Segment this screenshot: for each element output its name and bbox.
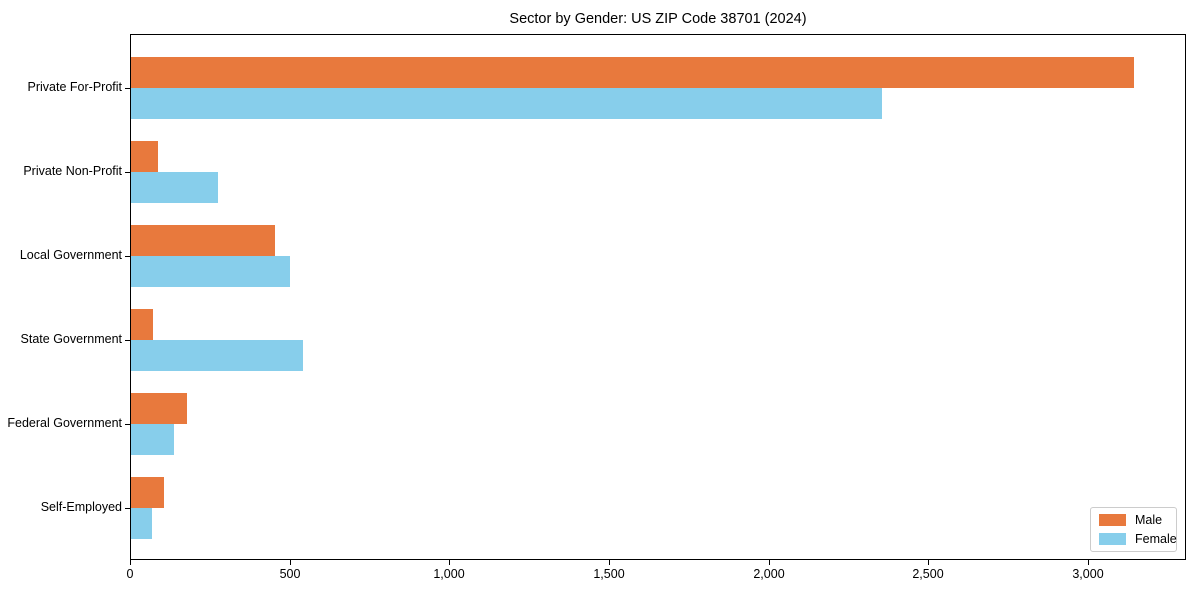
bar-female-private-non-profit xyxy=(131,172,218,203)
legend: Male Female xyxy=(1090,507,1177,552)
x-tick-1500 xyxy=(609,560,610,565)
x-label-3000: 3,000 xyxy=(1072,567,1104,581)
x-tick-1000 xyxy=(449,560,450,565)
y-tick-federal-government xyxy=(125,424,130,425)
bar-male-self-employed xyxy=(131,477,164,508)
bar-male-private-non-profit xyxy=(131,141,158,172)
bar-male-local-government xyxy=(131,225,275,256)
legend-item-male: Male xyxy=(1099,513,1169,527)
male-swatch-icon xyxy=(1099,514,1126,526)
bar-female-state-government xyxy=(131,340,303,371)
female-swatch-icon xyxy=(1099,533,1126,545)
x-label-1500: 1,500 xyxy=(593,567,625,581)
x-label-1000: 1,000 xyxy=(433,567,465,581)
bar-female-federal-government xyxy=(131,424,174,455)
x-tick-0 xyxy=(130,560,131,565)
y-tick-state-government xyxy=(125,340,130,341)
bar-female-local-government xyxy=(131,256,290,287)
y-label-federal-government: Federal Government xyxy=(7,416,122,430)
y-tick-local-government xyxy=(125,256,130,257)
y-label-self-employed: Self-Employed xyxy=(40,500,122,514)
x-label-2000: 2,000 xyxy=(753,567,785,581)
x-tick-2500 xyxy=(928,560,929,565)
y-tick-self-employed xyxy=(125,508,130,509)
x-label-500: 500 xyxy=(279,567,301,581)
x-label-0: 0 xyxy=(126,567,134,581)
y-label-state-government: State Government xyxy=(20,332,122,346)
chart-title: Sector by Gender: US ZIP Code 38701 (202… xyxy=(509,11,807,27)
bar-female-private-for-profit xyxy=(131,88,882,119)
bar-male-federal-government xyxy=(131,393,187,424)
y-tick-private-for-profit xyxy=(125,88,130,89)
x-tick-2000 xyxy=(769,560,770,565)
y-label-private-non-profit: Private Non-Profit xyxy=(23,164,122,178)
legend-label-female: Female xyxy=(1135,532,1177,546)
x-label-2500: 2,500 xyxy=(912,567,944,581)
plot-area xyxy=(130,34,1186,560)
y-label-local-government: Local Government xyxy=(19,248,122,262)
bar-male-private-for-profit xyxy=(131,57,1134,88)
y-tick-private-non-profit xyxy=(125,172,130,173)
y-label-private-for-profit: Private For-Profit xyxy=(27,80,122,94)
bar-female-self-employed xyxy=(131,508,152,539)
x-tick-500 xyxy=(290,560,291,565)
bar-male-state-government xyxy=(131,309,153,340)
legend-label-male: Male xyxy=(1135,513,1163,527)
legend-item-female: Female xyxy=(1099,532,1177,546)
x-tick-3000 xyxy=(1088,560,1089,565)
